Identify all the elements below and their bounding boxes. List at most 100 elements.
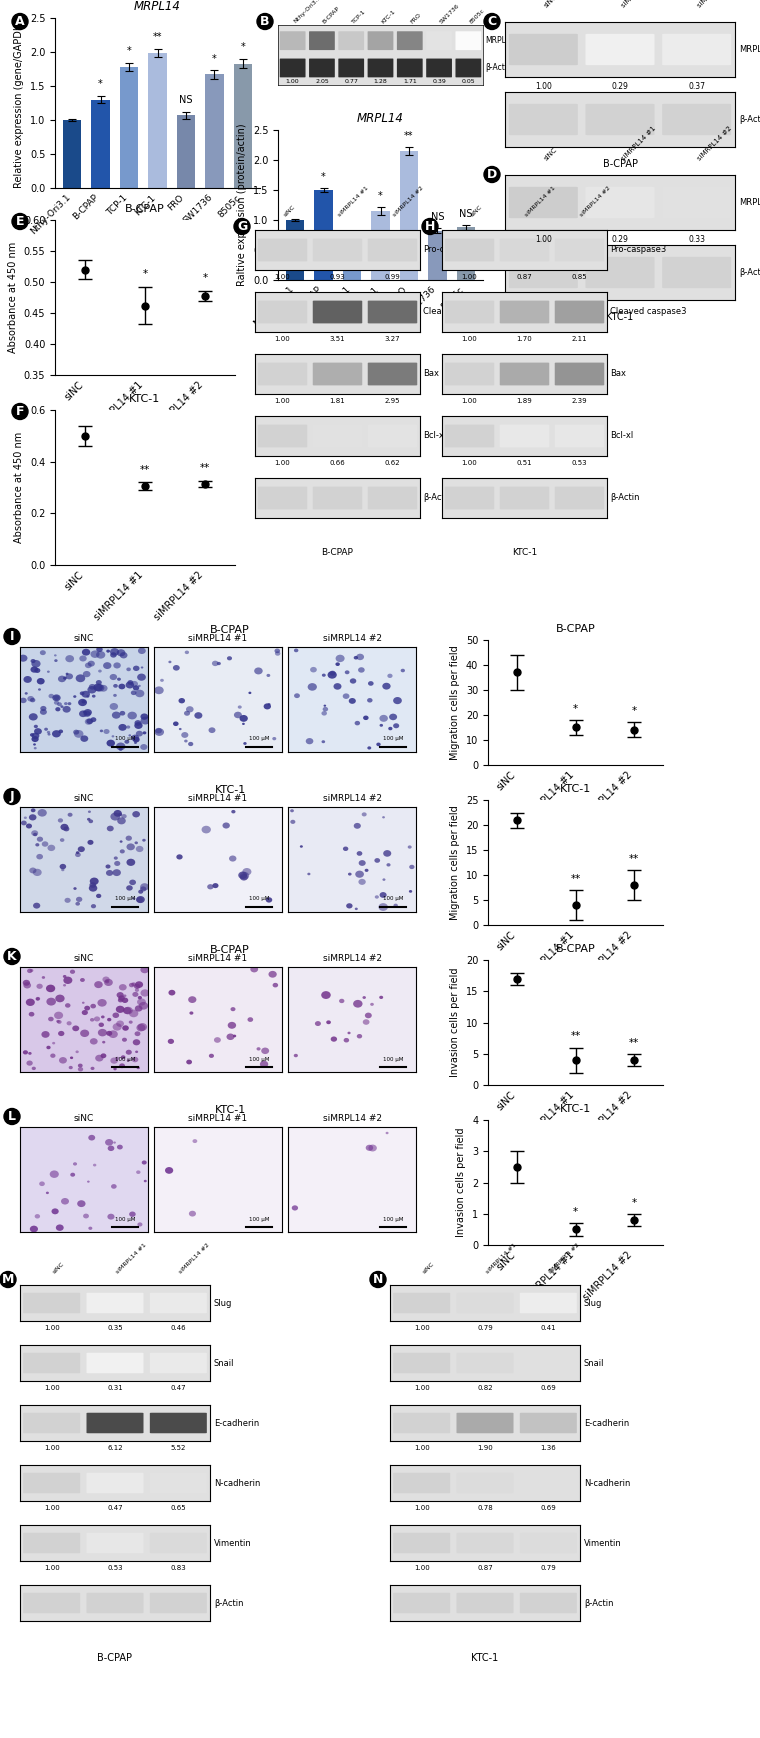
Circle shape [52, 1034, 56, 1039]
Text: siNC: siNC [74, 954, 94, 963]
Circle shape [78, 714, 81, 716]
Circle shape [380, 841, 384, 843]
Circle shape [23, 726, 25, 728]
Bar [177, 115, 195, 188]
Text: *: * [378, 191, 383, 202]
Circle shape [331, 678, 339, 685]
Circle shape [52, 660, 56, 664]
Circle shape [116, 902, 119, 905]
Text: 5.52: 5.52 [171, 1444, 186, 1451]
FancyBboxPatch shape [23, 1533, 80, 1554]
FancyBboxPatch shape [258, 301, 307, 323]
FancyBboxPatch shape [520, 1592, 577, 1613]
Circle shape [142, 1046, 147, 1051]
Text: **: ** [570, 874, 581, 883]
Circle shape [98, 1032, 102, 1036]
Circle shape [321, 693, 325, 697]
FancyBboxPatch shape [445, 363, 494, 386]
Circle shape [77, 690, 84, 695]
Circle shape [314, 739, 318, 742]
Circle shape [33, 742, 42, 749]
Circle shape [61, 1189, 70, 1197]
Circle shape [131, 1062, 134, 1065]
Circle shape [41, 897, 44, 900]
Title: MRPL14: MRPL14 [357, 111, 404, 125]
Text: 100 μM: 100 μM [249, 1217, 269, 1222]
Text: 0.69: 0.69 [540, 1505, 556, 1510]
Text: 0.77: 0.77 [344, 80, 358, 83]
Text: L: L [8, 1111, 16, 1123]
Text: I: I [10, 629, 14, 643]
Circle shape [131, 693, 137, 699]
Circle shape [57, 699, 59, 700]
Circle shape [26, 999, 33, 1005]
Circle shape [405, 1046, 410, 1051]
Text: 0.99: 0.99 [385, 275, 401, 280]
Circle shape [80, 1161, 84, 1164]
Text: 100 μM: 100 μM [249, 1057, 269, 1062]
Text: Pro-caspase3: Pro-caspase3 [610, 245, 667, 254]
Text: 1.00: 1.00 [461, 398, 477, 403]
FancyBboxPatch shape [258, 363, 307, 386]
Circle shape [119, 735, 125, 740]
Circle shape [106, 718, 114, 725]
FancyBboxPatch shape [309, 31, 335, 50]
Circle shape [97, 984, 100, 987]
Y-axis label: Relative expression (gene/GAPDH): Relative expression (gene/GAPDH) [14, 19, 24, 188]
FancyBboxPatch shape [150, 1592, 207, 1613]
Circle shape [214, 1182, 222, 1189]
FancyBboxPatch shape [87, 1352, 144, 1373]
FancyBboxPatch shape [555, 301, 604, 323]
Text: siMRPL14 #1: siMRPL14 #1 [337, 186, 370, 217]
Circle shape [33, 693, 43, 700]
Text: 1.00: 1.00 [413, 1444, 429, 1451]
Circle shape [103, 826, 107, 829]
Circle shape [157, 747, 161, 751]
Circle shape [359, 1055, 369, 1062]
Circle shape [139, 733, 148, 740]
Circle shape [131, 1180, 140, 1189]
Text: **: ** [140, 464, 150, 474]
Text: siMRPL14 #1: siMRPL14 #1 [620, 0, 657, 9]
Circle shape [61, 968, 65, 972]
Circle shape [88, 982, 91, 985]
Circle shape [167, 834, 170, 836]
Circle shape [54, 968, 62, 975]
FancyBboxPatch shape [338, 31, 364, 50]
Circle shape [169, 1036, 179, 1045]
Circle shape [401, 864, 408, 869]
Circle shape [106, 674, 112, 678]
Circle shape [58, 1142, 62, 1145]
Circle shape [403, 660, 407, 664]
Circle shape [66, 1022, 76, 1031]
Bar [286, 221, 304, 280]
Circle shape [135, 1154, 138, 1156]
Text: 1.00: 1.00 [44, 1505, 59, 1510]
FancyBboxPatch shape [338, 59, 364, 78]
Text: Cleaved caspase3: Cleaved caspase3 [610, 308, 687, 316]
Title: B-CPAP: B-CPAP [556, 944, 595, 954]
Text: 1.00: 1.00 [413, 1505, 429, 1510]
FancyBboxPatch shape [585, 33, 654, 64]
Circle shape [353, 735, 356, 739]
FancyBboxPatch shape [313, 424, 363, 447]
Circle shape [120, 667, 128, 674]
Text: *: * [142, 269, 147, 280]
Circle shape [197, 985, 206, 992]
FancyBboxPatch shape [393, 1533, 450, 1554]
Circle shape [379, 721, 383, 725]
Circle shape [358, 667, 364, 673]
Circle shape [263, 1045, 268, 1048]
Circle shape [104, 711, 111, 716]
Circle shape [105, 662, 111, 667]
Text: *: * [573, 704, 578, 714]
FancyBboxPatch shape [368, 301, 417, 323]
Circle shape [244, 980, 247, 982]
Text: 0.87: 0.87 [477, 1564, 493, 1571]
Circle shape [24, 1199, 28, 1201]
Circle shape [369, 667, 372, 671]
Circle shape [40, 905, 50, 914]
Text: *: * [241, 42, 245, 52]
Circle shape [138, 1053, 144, 1058]
Text: 1.00: 1.00 [413, 1564, 429, 1571]
